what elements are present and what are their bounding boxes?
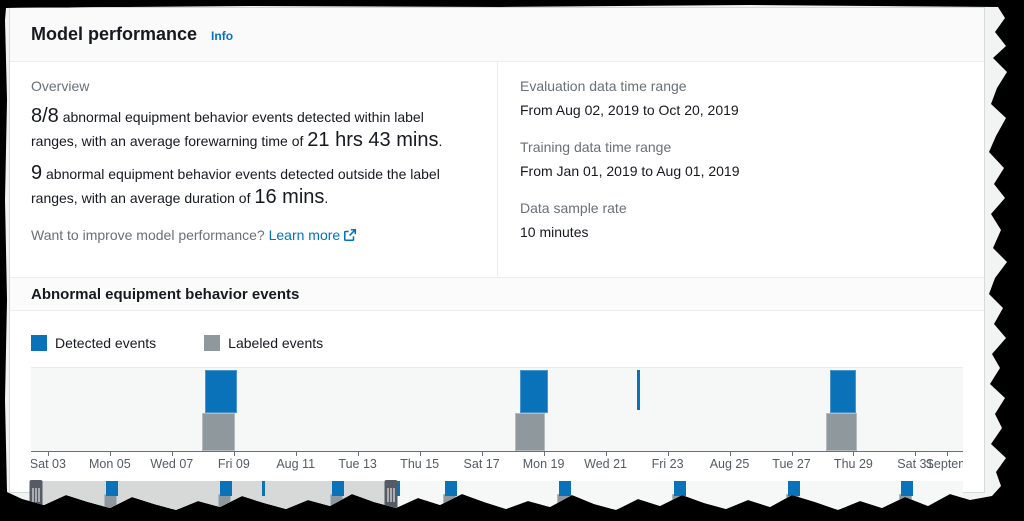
axis-tick-label: Tue 13 bbox=[338, 457, 377, 471]
brush-labeled-marker bbox=[671, 494, 685, 509]
axis-tick-label: Aug 11 bbox=[276, 457, 316, 471]
training-range-label: Training data time range bbox=[520, 139, 672, 155]
axis-tick bbox=[47, 451, 49, 456]
labeled-event-bar bbox=[202, 412, 236, 452]
outside-count: 9 bbox=[31, 162, 43, 184]
axis-tick bbox=[357, 451, 359, 456]
brush-detected-marker bbox=[262, 481, 266, 496]
axis-tick-label: Septem bbox=[925, 457, 963, 471]
brush-left-handle[interactable] bbox=[29, 480, 43, 510]
detected-events-swatch bbox=[31, 335, 47, 351]
axis-tick bbox=[109, 451, 111, 456]
data-ranges-column: Evaluation data time range From Aug 02, … bbox=[498, 62, 984, 277]
axis-tick-label: Sat 17 bbox=[463, 457, 500, 471]
brush-detected-marker bbox=[900, 481, 913, 496]
legend-item-labeled: Labeled events bbox=[204, 335, 323, 351]
evaluation-range-label: Evaluation data time range bbox=[520, 78, 687, 94]
sample-rate-label: Data sample rate bbox=[520, 200, 627, 216]
legend-item-detected: Detected events bbox=[31, 335, 156, 351]
axis-tick bbox=[791, 451, 793, 456]
training-range-group: Training data time range From Jan 01, 20… bbox=[520, 137, 984, 181]
brush-labeled-marker bbox=[898, 494, 912, 509]
axis-tick bbox=[171, 451, 173, 456]
detected-ratio: 8/8 bbox=[31, 105, 59, 127]
brush-labeled-marker bbox=[785, 494, 799, 509]
events-section-header: Abnormal equipment behavior events bbox=[10, 278, 984, 311]
brush-detected-marker bbox=[332, 481, 345, 496]
detected-event-bar bbox=[636, 370, 640, 411]
brush-labeled-marker bbox=[443, 494, 457, 509]
brush-right-handle[interactable] bbox=[384, 480, 398, 510]
labeled-events-swatch bbox=[204, 335, 221, 351]
axis-tick-label: Fri 23 bbox=[651, 457, 684, 471]
learn-more-link[interactable]: Learn more bbox=[269, 227, 358, 243]
external-link-icon bbox=[344, 228, 357, 242]
axis-tick-label: Sat 03 bbox=[31, 457, 66, 471]
brush-labeled-marker bbox=[218, 494, 232, 509]
detected-event-bar bbox=[519, 370, 548, 413]
axis-tick-label: Mon 19 bbox=[522, 457, 565, 471]
brush-labeled-marker bbox=[557, 494, 571, 509]
axis-tick bbox=[605, 451, 607, 456]
outside-label-ranges-stat: 9 abnormal equipment behavior events det… bbox=[31, 162, 440, 208]
page-title: Model performance bbox=[31, 24, 198, 44]
brush-detected-marker bbox=[673, 481, 686, 496]
axis-tick-label: Aug 25 bbox=[709, 457, 750, 471]
axis-tick-label: Thu 15 bbox=[400, 457, 440, 471]
overview-label: Overview bbox=[31, 78, 90, 94]
average-duration: 16 mins bbox=[254, 186, 325, 208]
improve-hint: Want to improve model performance? Learn… bbox=[31, 227, 467, 243]
detected-event-bar bbox=[205, 370, 238, 413]
info-link[interactable]: Info bbox=[211, 29, 234, 43]
handle-grip-icon bbox=[387, 488, 395, 502]
sample-rate-group: Data sample rate 10 minutes bbox=[520, 198, 984, 242]
overview-row: Overview 8/8 abnormal equipment behavior… bbox=[10, 62, 984, 278]
axis-tick bbox=[915, 451, 917, 456]
brush-labeled-marker bbox=[104, 494, 118, 509]
brush-detected-marker bbox=[559, 481, 572, 496]
chart-legend: Detected events Labeled events bbox=[31, 335, 963, 351]
axis-tick bbox=[419, 451, 421, 456]
axis-tick bbox=[853, 451, 855, 456]
axis-tick-label: Thu 29 bbox=[833, 457, 873, 471]
evaluation-range-group: Evaluation data time range From Aug 02, … bbox=[520, 76, 984, 120]
events-timeline-chart bbox=[31, 367, 963, 456]
detected-event-bar bbox=[829, 370, 857, 413]
brush-detected-marker bbox=[106, 481, 119, 496]
axis-tick-label: Fri 09 bbox=[217, 457, 250, 471]
card-header: Model performance Info bbox=[10, 8, 984, 62]
labeled-event-bar bbox=[514, 412, 546, 452]
sample-rate-value: 10 minutes bbox=[520, 224, 589, 240]
training-range-value: From Jan 01, 2019 to Aug 01, 2019 bbox=[520, 163, 740, 179]
axis-tick bbox=[295, 451, 297, 456]
events-section-title: Abnormal equipment behavior events bbox=[31, 285, 300, 303]
within-label-ranges-stat: 8/8 abnormal equipment behavior events d… bbox=[31, 105, 443, 151]
axis-tick-label: Wed 07 bbox=[150, 457, 194, 471]
axis-tick-label: Sat 31 bbox=[897, 457, 934, 471]
axis-tick-label: Tue 27 bbox=[772, 457, 811, 471]
handle-grip-icon bbox=[32, 488, 40, 502]
brush-detected-marker bbox=[220, 481, 233, 496]
axis-tick bbox=[667, 451, 669, 456]
axis-tick bbox=[543, 451, 545, 456]
axis-tick bbox=[729, 451, 731, 456]
axis-tick bbox=[481, 451, 483, 456]
overview-column: Overview 8/8 abnormal equipment behavior… bbox=[10, 62, 498, 277]
axis-tick-label: Wed 21 bbox=[584, 457, 627, 471]
evaluation-range-value: From Aug 02, 2019 to Oct 20, 2019 bbox=[520, 102, 739, 118]
brush-detected-marker bbox=[396, 481, 400, 496]
labeled-event-bar bbox=[825, 412, 857, 452]
axis-tick-label: Mon 05 bbox=[88, 457, 131, 471]
model-performance-card: Model performance Info Overview 8/8 abno… bbox=[9, 7, 985, 510]
axis-tick bbox=[233, 451, 235, 456]
x-axis-labels: Sat 03 Mon 05 Wed 07 Fri 09 Aug 11 Tue 13 Thu … bbox=[31, 457, 963, 473]
axis-tick bbox=[947, 451, 949, 456]
brush-detected-marker bbox=[787, 481, 800, 496]
brush-labeled-marker bbox=[330, 494, 344, 509]
timeline-brush bbox=[29, 480, 963, 510]
brush-detected-marker bbox=[445, 481, 458, 496]
forewarning-time: 21 hrs 43 mins bbox=[307, 129, 439, 151]
